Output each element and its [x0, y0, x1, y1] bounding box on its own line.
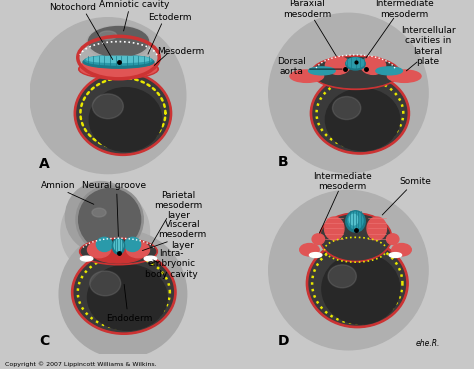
Text: Notochord: Notochord [49, 3, 96, 11]
Ellipse shape [125, 237, 141, 252]
Ellipse shape [311, 56, 400, 89]
Ellipse shape [392, 244, 411, 256]
Text: D: D [278, 334, 289, 348]
Ellipse shape [328, 265, 356, 288]
Text: Endoderm: Endoderm [106, 314, 152, 323]
Ellipse shape [88, 242, 110, 258]
Ellipse shape [310, 73, 410, 154]
Ellipse shape [131, 59, 155, 73]
Text: Intermediate
mesoderm: Intermediate mesoderm [375, 0, 434, 18]
Ellipse shape [348, 212, 363, 229]
Ellipse shape [88, 27, 149, 57]
Ellipse shape [83, 56, 154, 68]
Ellipse shape [361, 57, 386, 75]
Ellipse shape [306, 239, 408, 328]
Text: Amnion: Amnion [41, 182, 75, 190]
Circle shape [30, 18, 186, 173]
Ellipse shape [321, 215, 390, 260]
Ellipse shape [87, 26, 150, 59]
Text: Intra-
embryonic
body cavity: Intra- embryonic body cavity [145, 249, 198, 279]
Ellipse shape [81, 61, 156, 77]
Text: Intermediate
mesoderm: Intermediate mesoderm [313, 172, 372, 191]
Ellipse shape [325, 217, 344, 240]
Ellipse shape [309, 242, 406, 325]
Ellipse shape [88, 265, 167, 330]
Text: Somite: Somite [400, 177, 432, 186]
Ellipse shape [322, 253, 400, 324]
Ellipse shape [386, 234, 399, 244]
Text: Parietal
mesoderm
layer: Parietal mesoderm layer [155, 190, 203, 220]
Ellipse shape [346, 211, 365, 232]
Ellipse shape [312, 234, 325, 244]
Ellipse shape [92, 94, 123, 119]
Ellipse shape [367, 217, 386, 240]
Circle shape [59, 230, 187, 358]
Ellipse shape [72, 250, 176, 334]
Text: Visceral
mesoderm
layer: Visceral mesoderm layer [158, 220, 206, 249]
Ellipse shape [346, 58, 365, 70]
Circle shape [269, 190, 428, 350]
Text: C: C [39, 334, 49, 348]
Ellipse shape [82, 59, 106, 73]
Ellipse shape [87, 56, 150, 62]
Ellipse shape [82, 240, 155, 263]
Ellipse shape [325, 89, 400, 151]
Text: Copyright © 2007 Lippincott Williams & Wilkins.: Copyright © 2007 Lippincott Williams & W… [5, 362, 156, 367]
Ellipse shape [77, 74, 169, 153]
Text: ehe.R.: ehe.R. [416, 339, 440, 348]
Ellipse shape [325, 57, 350, 75]
Ellipse shape [313, 58, 398, 88]
Circle shape [61, 188, 149, 276]
Ellipse shape [387, 70, 421, 82]
Ellipse shape [346, 58, 365, 68]
Ellipse shape [80, 238, 157, 265]
Circle shape [269, 13, 428, 173]
Text: Dorsal
aorta: Dorsal aorta [277, 57, 306, 76]
Text: Intercellular
cavities in
lateral
plate: Intercellular cavities in lateral plate [401, 26, 456, 66]
Text: Neural groove: Neural groove [82, 182, 146, 190]
Ellipse shape [144, 256, 156, 261]
Ellipse shape [310, 253, 322, 258]
Ellipse shape [96, 237, 112, 252]
Ellipse shape [389, 253, 401, 258]
Ellipse shape [300, 244, 319, 256]
Ellipse shape [89, 88, 162, 151]
Ellipse shape [332, 97, 361, 120]
Ellipse shape [127, 242, 149, 258]
Ellipse shape [92, 244, 145, 263]
Text: A: A [39, 157, 50, 171]
Text: Ectoderm: Ectoderm [148, 13, 191, 22]
Ellipse shape [92, 208, 106, 217]
Ellipse shape [79, 59, 158, 79]
Text: Paraxial
mesoderm: Paraxial mesoderm [283, 0, 331, 18]
Ellipse shape [99, 31, 117, 40]
Text: B: B [278, 155, 288, 169]
Ellipse shape [349, 214, 358, 225]
Ellipse shape [74, 253, 173, 332]
Circle shape [65, 182, 136, 252]
Ellipse shape [74, 71, 172, 155]
Circle shape [79, 189, 141, 251]
Ellipse shape [313, 75, 407, 151]
Text: Amniotic cavity: Amniotic cavity [99, 0, 170, 9]
Ellipse shape [81, 256, 93, 261]
Ellipse shape [376, 67, 402, 75]
Ellipse shape [114, 239, 123, 252]
Ellipse shape [290, 70, 324, 82]
Ellipse shape [112, 238, 125, 254]
Ellipse shape [319, 213, 392, 262]
Ellipse shape [309, 67, 335, 75]
Ellipse shape [90, 271, 121, 296]
Ellipse shape [85, 55, 152, 65]
Circle shape [76, 186, 143, 253]
Text: Mesoderm: Mesoderm [157, 47, 204, 56]
